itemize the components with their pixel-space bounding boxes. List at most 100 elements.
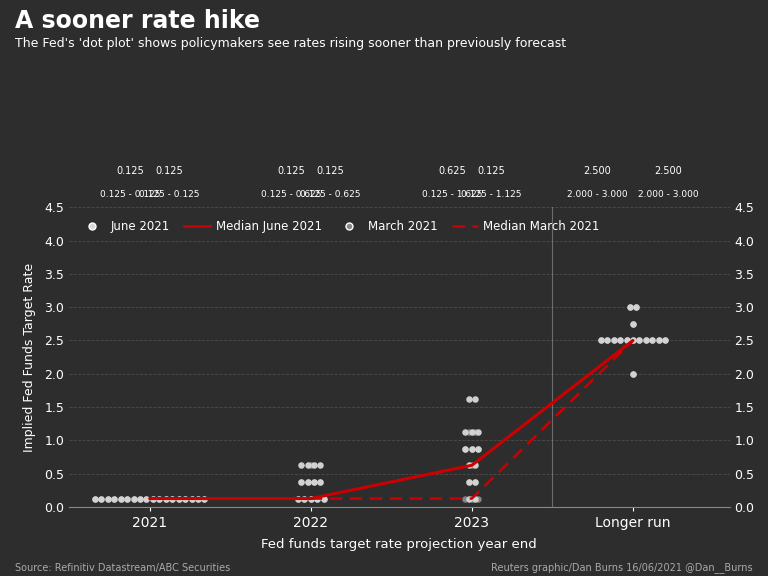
Point — [108, 494, 121, 503]
Point — [462, 478, 475, 487]
Point — [134, 494, 146, 503]
Point — [627, 369, 639, 378]
Point — [305, 461, 317, 470]
Point — [594, 336, 607, 345]
Point — [472, 427, 485, 437]
Point — [314, 461, 326, 470]
Point — [469, 461, 482, 470]
Point — [653, 336, 665, 345]
Point — [465, 444, 478, 453]
Point — [127, 494, 140, 503]
Point — [185, 494, 197, 503]
Point — [301, 478, 313, 487]
Point — [301, 461, 313, 470]
Point — [166, 494, 178, 503]
Point — [634, 336, 646, 345]
Point — [640, 336, 652, 345]
Text: 0.125 - 0.125: 0.125 - 0.125 — [100, 190, 161, 199]
Point — [295, 461, 307, 470]
Point — [472, 494, 485, 503]
Legend: June 2021, Median June 2021, March 2021, Median March 2021: June 2021, Median June 2021, March 2021,… — [75, 216, 604, 236]
Point — [153, 494, 165, 503]
Point — [462, 427, 475, 437]
Point — [89, 494, 101, 503]
Text: 0.125 - 1.625: 0.125 - 1.625 — [422, 190, 483, 199]
Point — [624, 302, 636, 312]
Point — [101, 494, 114, 503]
Text: 2.000 - 3.000: 2.000 - 3.000 — [638, 190, 699, 199]
Point — [462, 461, 475, 470]
Point — [101, 494, 114, 503]
Point — [314, 478, 326, 487]
Point — [459, 444, 472, 453]
Text: 0.125: 0.125 — [117, 166, 144, 176]
Point — [465, 461, 478, 470]
Point — [292, 494, 304, 503]
Point — [634, 336, 646, 345]
Point — [630, 302, 642, 312]
Point — [640, 336, 652, 345]
Point — [472, 444, 485, 453]
Point — [114, 494, 127, 503]
Point — [459, 444, 472, 453]
Point — [308, 478, 320, 487]
Point — [607, 336, 620, 345]
Text: 0.125: 0.125 — [155, 166, 183, 176]
Point — [292, 494, 304, 503]
Point — [627, 336, 639, 345]
Point — [317, 494, 329, 503]
Point — [465, 444, 478, 453]
Point — [141, 494, 153, 503]
Point — [295, 478, 307, 487]
Text: 0.125: 0.125 — [316, 166, 344, 176]
Point — [308, 478, 320, 487]
Point — [179, 494, 191, 503]
Point — [469, 394, 482, 403]
Point — [627, 336, 639, 345]
Point — [469, 478, 482, 487]
Point — [627, 319, 639, 328]
Text: 0.125 - 0.625: 0.125 - 0.625 — [300, 190, 360, 199]
Text: 0.125: 0.125 — [277, 166, 306, 176]
Point — [127, 494, 140, 503]
Point — [134, 494, 146, 503]
Point — [166, 494, 178, 503]
Point — [308, 461, 320, 470]
Point — [305, 494, 317, 503]
Point — [141, 494, 153, 503]
Point — [462, 394, 475, 403]
Point — [465, 494, 478, 503]
Text: Source: Refinitiv Datastream/ABC Securities: Source: Refinitiv Datastream/ABC Securit… — [15, 563, 230, 573]
Point — [153, 494, 165, 503]
Point — [173, 494, 185, 503]
Text: 0.625: 0.625 — [439, 166, 466, 176]
Point — [192, 494, 204, 503]
Point — [621, 336, 633, 345]
Text: 0.125 - 0.625: 0.125 - 0.625 — [261, 190, 322, 199]
Point — [462, 478, 475, 487]
Point — [614, 336, 626, 345]
Point — [630, 302, 642, 312]
Point — [160, 494, 172, 503]
Point — [614, 336, 626, 345]
Point — [160, 494, 172, 503]
X-axis label: Fed funds target rate projection year end: Fed funds target rate projection year en… — [261, 538, 538, 551]
Point — [179, 494, 191, 503]
Point — [469, 478, 482, 487]
Point — [305, 494, 317, 503]
Point — [594, 336, 607, 345]
Point — [121, 494, 134, 503]
Point — [185, 494, 197, 503]
Point — [607, 336, 620, 345]
Point — [298, 494, 310, 503]
Point — [465, 427, 478, 437]
Point — [601, 336, 614, 345]
Point — [198, 494, 210, 503]
Point — [627, 319, 639, 328]
Y-axis label: Implied Fed Funds Target Rate: Implied Fed Funds Target Rate — [23, 263, 36, 452]
Point — [95, 494, 108, 503]
Text: 0.125: 0.125 — [477, 166, 505, 176]
Text: The Fed's 'dot plot' shows policymakers see rates rising sooner than previously : The Fed's 'dot plot' shows policymakers … — [15, 37, 567, 51]
Text: 0.125 - 1.125: 0.125 - 1.125 — [461, 190, 521, 199]
Text: 2.000 - 3.000: 2.000 - 3.000 — [568, 190, 627, 199]
